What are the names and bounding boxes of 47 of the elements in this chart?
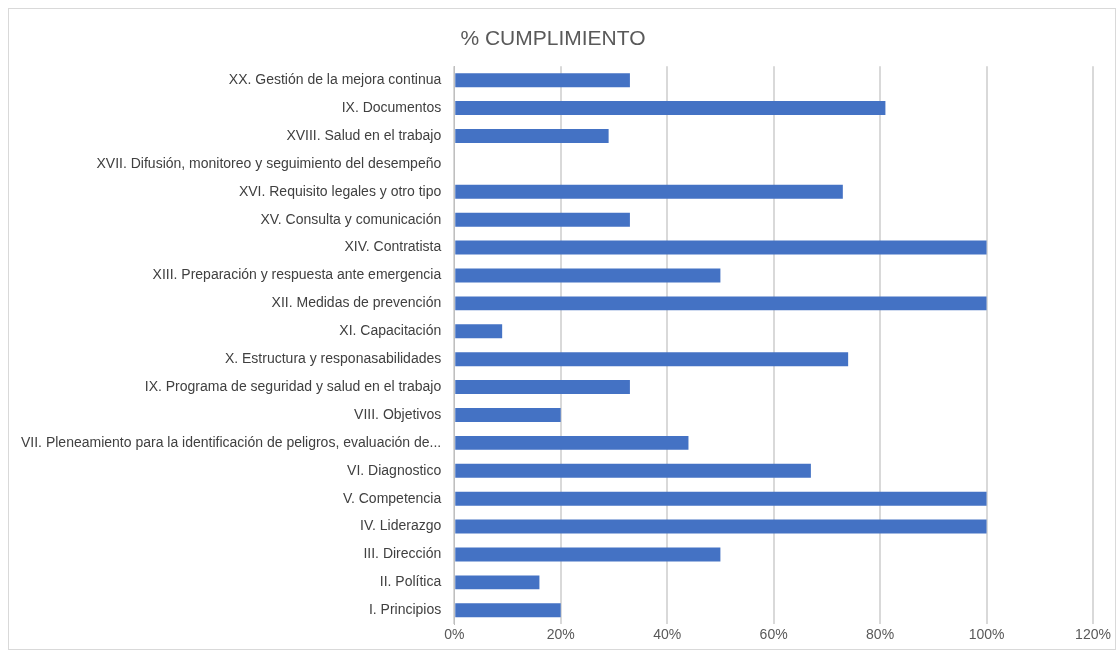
y-tick-label: XVIII. Salud en el trabajo (286, 126, 442, 143)
y-tick-label: XI. Capacitación (339, 322, 442, 339)
y-tick-label: VI. Diagnostico (347, 461, 442, 478)
y-tick-label: XVII. Difusión, monitoreo y seguimiento del desempeño (96, 154, 442, 171)
bar (455, 380, 630, 395)
y-tick-label: III. Dirección (363, 545, 442, 562)
bar (455, 296, 987, 311)
bar (455, 407, 561, 422)
y-tick-label: II. Política (379, 573, 442, 590)
y-tick-label: VIII. Objetivos (354, 405, 442, 422)
bar (455, 463, 811, 478)
bar (455, 212, 630, 227)
y-tick-label: X. Estructura y responasabilidades (224, 350, 442, 367)
bar (455, 575, 540, 590)
bar (455, 240, 987, 255)
y-tick-label: I. Principios (368, 601, 442, 618)
x-tick-label: 80% (866, 626, 895, 643)
bar (455, 491, 987, 506)
bar (455, 352, 849, 367)
bar (455, 603, 561, 618)
x-tick-label: 100% (968, 626, 1005, 643)
y-tick-label: XIII. Preparación y respuesta ante emergencia (152, 266, 442, 283)
y-tick-label: VII. Pleneamiento para la identificación de peligros, evaluación de... (20, 433, 442, 450)
bar (455, 435, 689, 450)
bar (455, 73, 630, 88)
bar (455, 324, 503, 339)
x-tick-label: 40% (653, 626, 682, 643)
bar (455, 101, 886, 116)
bar (455, 519, 987, 534)
y-tick-label: IX. Documentos (341, 98, 442, 115)
y-tick-label: XIV. Contratista (344, 238, 442, 255)
bar (455, 128, 609, 143)
chart-title: % CUMPLIMIENTO (460, 26, 646, 50)
y-tick-label: IV. Liderazgo (360, 517, 442, 534)
x-tick-label: 120% (1075, 626, 1111, 643)
x-tick-label: 0% (444, 626, 465, 643)
y-tick-label: V. Competencia (342, 489, 442, 506)
bar (455, 547, 721, 562)
x-tick-label: 60% (759, 626, 788, 643)
x-tick-label: 20% (546, 626, 575, 643)
y-tick-label: XX. Gestión de la mejora continua (228, 71, 442, 88)
y-tick-label: XVI. Requisito legales y otro tipo (238, 182, 442, 199)
y-tick-label: IX. Programa de seguridad y salud en el trabajo (144, 377, 442, 394)
y-tick-label: XV. Consulta y comunicación (260, 210, 442, 227)
bar (455, 268, 721, 283)
y-tick-label: XII. Medidas de prevención (271, 294, 442, 311)
bar (455, 184, 843, 199)
